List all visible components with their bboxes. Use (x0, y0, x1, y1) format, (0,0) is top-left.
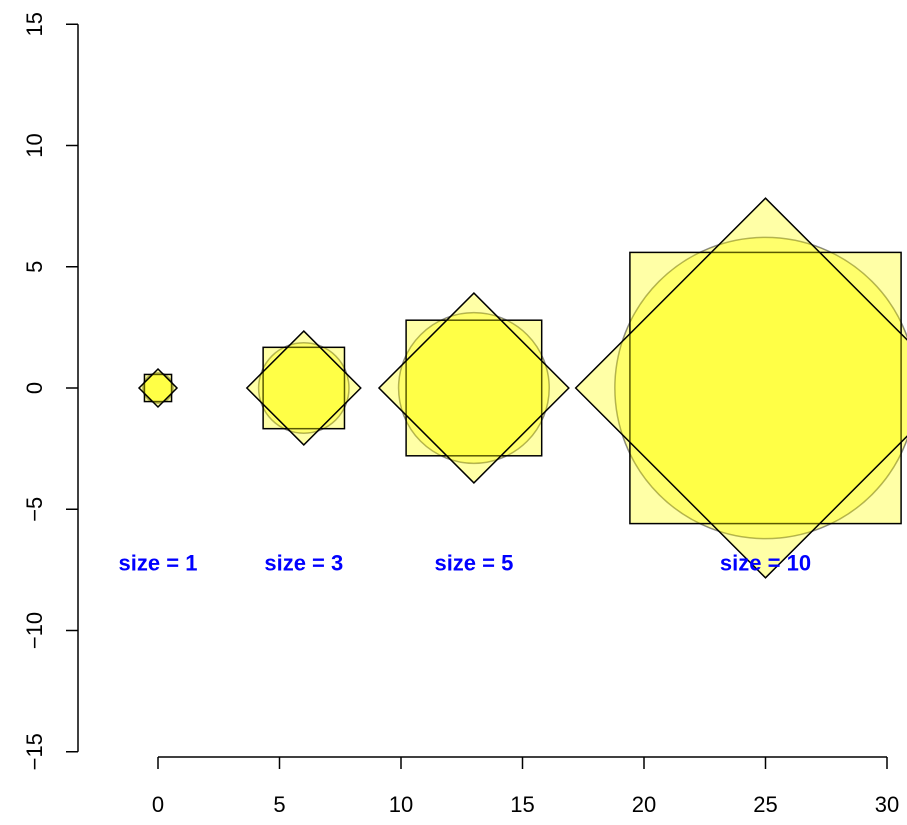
circle-marker-3 (397, 311, 550, 465)
x-tick-label-20: 20 (632, 792, 656, 817)
diamond-marker-2 (245, 329, 362, 447)
diamond-marker-1 (137, 367, 179, 409)
y-tick-label-5: 10 (22, 133, 47, 157)
size-label-1: size = 1 (119, 551, 198, 576)
y-axis: −15 −10 −5 0 5 10 15 (22, 12, 79, 770)
y-tick-label-2: −5 (22, 497, 47, 522)
x-tick-label-10: 10 (389, 792, 413, 817)
circle-marker-1 (142, 372, 174, 404)
size-labels: size = 1 size = 3 size = 5 size = 10 (119, 551, 812, 576)
y-tick-label-6: 15 (22, 12, 47, 36)
size-label-4: size = 10 (720, 551, 811, 576)
square-marker-2 (262, 346, 346, 430)
diamond-marker-3 (377, 292, 570, 484)
size-label-3: size = 5 (434, 551, 513, 576)
x-tick-label-30: 30 (875, 792, 899, 817)
y-tick-label-4: 5 (22, 261, 47, 273)
circle-marker-2 (257, 342, 350, 434)
size-label-2: size = 3 (264, 551, 343, 576)
chart-marks (137, 197, 907, 579)
y-tick-label-3: 0 (22, 382, 47, 394)
x-axis: 0 5 10 15 20 25 30 (152, 756, 899, 817)
square-marker-3 (405, 319, 543, 457)
x-tick-label-15: 15 (510, 792, 534, 817)
y-tick-label-0: −15 (22, 733, 47, 770)
x-tick-label-5: 5 (273, 792, 285, 817)
y-tick-label-1: −10 (22, 612, 47, 649)
diamond-marker-4 (574, 197, 907, 579)
x-tick-label-0: 0 (152, 792, 164, 817)
x-tick-label-25: 25 (753, 792, 777, 817)
circle-marker-4 (614, 236, 907, 540)
square-marker-4 (629, 251, 902, 525)
